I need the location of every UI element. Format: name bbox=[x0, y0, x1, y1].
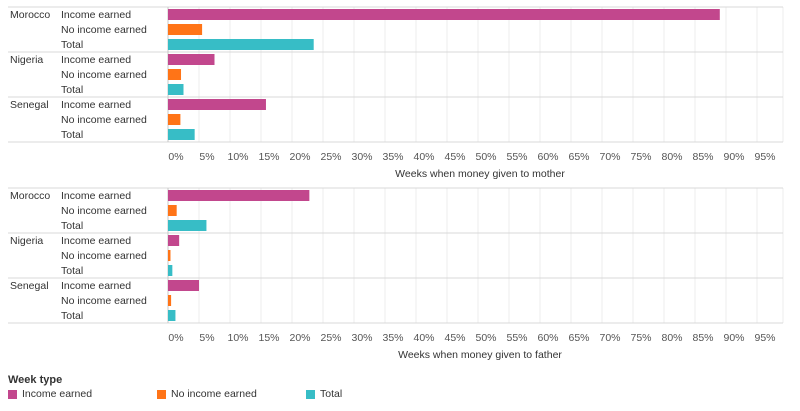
legend-item-income-earned[interactable]: Income earned bbox=[8, 388, 92, 400]
x-tick-label: 70% bbox=[599, 151, 620, 163]
x-axis-title-father: Weeks when money given to father bbox=[398, 349, 562, 361]
x-tick-label: 25% bbox=[320, 151, 341, 163]
legend: Week type Income earned No income earned… bbox=[8, 374, 788, 410]
x-tick-label: 40% bbox=[413, 332, 434, 344]
subcategory-label: Total bbox=[61, 84, 83, 96]
x-tick-label: 55% bbox=[506, 332, 527, 344]
bar-morocco-total[interactable] bbox=[168, 220, 207, 231]
subcategory-label: Income earned bbox=[61, 190, 131, 202]
x-axis-title-mother: Weeks when money given to mother bbox=[395, 168, 565, 180]
x-tick-label: 65% bbox=[568, 332, 589, 344]
bar-nigeria-income-earned[interactable] bbox=[168, 235, 180, 246]
x-tick-label: 15% bbox=[258, 151, 279, 163]
category-label-senegal: Senegal bbox=[10, 99, 49, 111]
bar-morocco-income-earned[interactable] bbox=[168, 190, 310, 201]
category-label-nigeria: Nigeria bbox=[10, 235, 43, 247]
x-tick-label: 55% bbox=[506, 151, 527, 163]
x-tick-label: 95% bbox=[754, 151, 775, 163]
legend-label: No income earned bbox=[171, 388, 257, 400]
legend-swatch-no-income-earned bbox=[157, 389, 166, 399]
x-tick-label: 40% bbox=[413, 151, 434, 163]
subcategory-label: No income earned bbox=[61, 69, 147, 81]
subcategory-label: No income earned bbox=[61, 114, 147, 126]
subcategory-label: No income earned bbox=[61, 205, 147, 217]
x-tick-label: 60% bbox=[537, 332, 558, 344]
x-tick-label: 50% bbox=[475, 151, 496, 163]
x-tick-label: 15% bbox=[258, 332, 279, 344]
bar-nigeria-no-income-earned[interactable] bbox=[168, 69, 182, 80]
bar-senegal-no-income-earned[interactable] bbox=[168, 295, 172, 306]
subcategory-label: Income earned bbox=[61, 9, 131, 21]
subcategory-label: No income earned bbox=[61, 250, 147, 262]
x-tick-label: 35% bbox=[382, 332, 403, 344]
subcategory-label: Total bbox=[61, 220, 83, 232]
subcategory-label: Total bbox=[61, 265, 83, 277]
bar-senegal-income-earned[interactable] bbox=[168, 99, 266, 110]
x-tick-label: 95% bbox=[754, 332, 775, 344]
x-tick-label: 80% bbox=[661, 332, 682, 344]
bar-senegal-total[interactable] bbox=[168, 129, 195, 140]
x-tick-label: 75% bbox=[630, 332, 651, 344]
subcategory-label: Total bbox=[61, 39, 83, 51]
x-tick-label: 85% bbox=[692, 332, 713, 344]
subcategory-label: Income earned bbox=[61, 54, 131, 66]
subcategory-label: Total bbox=[61, 310, 83, 322]
legend-item-total[interactable]: Total bbox=[306, 388, 342, 400]
category-label-morocco: Morocco bbox=[10, 9, 50, 21]
chart-panel-mother: Morocco Income earned No income earned Tota… bbox=[8, 6, 784, 180]
x-tick-label: 25% bbox=[320, 332, 341, 344]
legend-swatch-total bbox=[306, 389, 315, 399]
subcategory-label: Income earned bbox=[61, 99, 131, 111]
x-tick-label: 30% bbox=[351, 332, 372, 344]
bar-senegal-total[interactable] bbox=[168, 310, 176, 321]
bar-morocco-no-income-earned[interactable] bbox=[168, 205, 177, 216]
x-tick-label: 85% bbox=[692, 151, 713, 163]
x-tick-label: 5% bbox=[199, 151, 214, 163]
x-tick-label: 10% bbox=[227, 332, 248, 344]
bar-morocco-income-earned[interactable] bbox=[168, 9, 720, 20]
legend-title: Week type bbox=[8, 374, 63, 386]
legend-label: Total bbox=[320, 388, 343, 400]
bar-nigeria-no-income-earned[interactable] bbox=[168, 250, 171, 261]
subcategory-label: No income earned bbox=[61, 295, 147, 307]
chart-panel-father: Morocco Income earned No income earned Tota… bbox=[8, 187, 784, 361]
x-tick-label: 20% bbox=[289, 332, 310, 344]
x-tick-label: 20% bbox=[289, 151, 310, 163]
category-label-senegal: Senegal bbox=[10, 280, 49, 292]
bar-nigeria-total[interactable] bbox=[168, 84, 184, 95]
bar-morocco-total[interactable] bbox=[168, 39, 314, 50]
x-tick-label: 5% bbox=[199, 332, 214, 344]
x-tick-label: 75% bbox=[630, 151, 651, 163]
legend-swatch-income-earned bbox=[8, 389, 17, 399]
subcategory-label: Income earned bbox=[61, 235, 131, 247]
x-tick-label: 80% bbox=[661, 151, 682, 163]
bar-senegal-no-income-earned[interactable] bbox=[168, 114, 181, 125]
x-tick-label: 90% bbox=[723, 332, 744, 344]
x-tick-label: 0% bbox=[168, 332, 183, 344]
subcategory-label: No income earned bbox=[61, 24, 147, 36]
legend-item-no-income-earned[interactable]: No income earned bbox=[157, 388, 257, 400]
subcategory-label: Total bbox=[61, 129, 83, 141]
x-tick-label: 60% bbox=[537, 151, 558, 163]
category-label-morocco: Morocco bbox=[10, 190, 50, 202]
chart-canvas: Morocco Income earned No income earned Tota… bbox=[8, 6, 784, 361]
x-tick-label: 0% bbox=[168, 151, 183, 163]
x-tick-label: 35% bbox=[382, 151, 403, 163]
bar-senegal-income-earned[interactable] bbox=[168, 280, 199, 291]
legend-label: Income earned bbox=[22, 388, 93, 400]
x-tick-label: 70% bbox=[599, 332, 620, 344]
x-tick-label: 65% bbox=[568, 151, 589, 163]
x-tick-label: 90% bbox=[723, 151, 744, 163]
bar-nigeria-total[interactable] bbox=[168, 265, 173, 276]
x-tick-label: 45% bbox=[444, 151, 465, 163]
x-tick-label: 30% bbox=[351, 151, 372, 163]
x-tick-label: 45% bbox=[444, 332, 465, 344]
x-tick-label: 50% bbox=[475, 332, 496, 344]
bar-morocco-no-income-earned[interactable] bbox=[168, 24, 203, 35]
x-tick-label: 10% bbox=[227, 151, 248, 163]
subcategory-label: Income earned bbox=[61, 280, 131, 292]
bar-nigeria-income-earned[interactable] bbox=[168, 54, 215, 65]
category-label-nigeria: Nigeria bbox=[10, 54, 43, 66]
